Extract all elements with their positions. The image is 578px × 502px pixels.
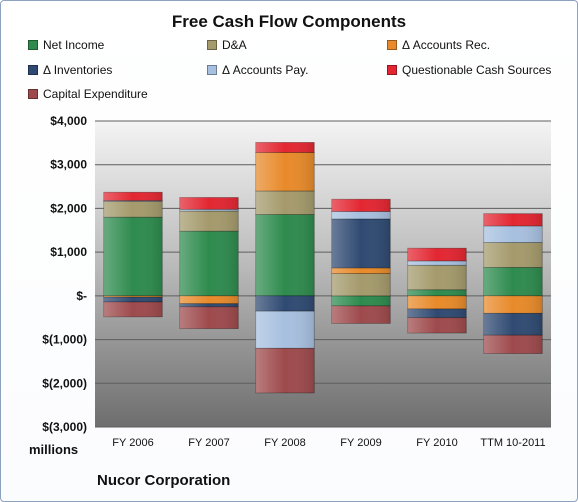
y-tick-label: $- bbox=[76, 289, 87, 303]
bar-shading bbox=[179, 197, 239, 210]
x-tick-label: FY 2007 bbox=[188, 437, 229, 449]
legend-item-da: D&A bbox=[207, 38, 247, 52]
bar-shading bbox=[179, 231, 239, 296]
legend-item-capital-expenditure: Capital Expenditure bbox=[28, 87, 148, 101]
y-tick-label: $1,000 bbox=[50, 245, 87, 259]
bar-shading bbox=[103, 297, 163, 302]
bar-shading bbox=[331, 211, 391, 219]
bar-shading bbox=[255, 152, 315, 191]
legend-label: Δ Accounts Rec. bbox=[402, 38, 491, 52]
bar-shading bbox=[179, 303, 239, 307]
bar-shading bbox=[407, 289, 467, 296]
y-axis-ticks: $(3,000) $(2,000) $(1,000) $- $1,000 $2,000 $3… bbox=[42, 114, 87, 434]
bar-shading bbox=[407, 248, 467, 261]
plot-area bbox=[95, 121, 551, 427]
bar-shading bbox=[255, 190, 315, 215]
bar-shading bbox=[255, 214, 315, 296]
gridlines bbox=[95, 120, 551, 428]
y-tick-label: $3,000 bbox=[50, 158, 87, 172]
x-tick-label: FY 2010 bbox=[416, 437, 457, 449]
legend-item-inventories: Δ Inventories bbox=[28, 63, 112, 77]
bar-shading bbox=[179, 295, 239, 304]
y-tick-label: $(1,000) bbox=[42, 333, 87, 347]
x-tick-label: FY 2009 bbox=[340, 437, 381, 449]
y-tick-label: $(2,000) bbox=[42, 376, 87, 390]
chart-title: Free Cash Flow Components bbox=[171, 12, 407, 31]
bar-shading bbox=[331, 199, 391, 212]
bar-shading bbox=[103, 192, 163, 201]
legend-label: Δ Inventories bbox=[43, 63, 113, 77]
bar-shading bbox=[407, 295, 467, 309]
bar-shading bbox=[483, 242, 543, 268]
legend-swatch bbox=[207, 40, 217, 50]
bar-shading bbox=[103, 217, 163, 296]
bar-shading bbox=[331, 305, 391, 324]
legend-label: Net Income bbox=[43, 38, 105, 52]
y-unit-label: millions bbox=[29, 442, 79, 457]
bar-shading bbox=[483, 335, 543, 354]
bar-shading bbox=[255, 348, 315, 393]
bar-shading bbox=[331, 267, 391, 274]
bar-shading bbox=[179, 306, 239, 329]
bar-shading bbox=[103, 200, 163, 202]
bar-shading bbox=[103, 201, 163, 218]
bar-shading bbox=[255, 142, 315, 153]
legend-label: Capital Expenditure bbox=[43, 87, 148, 101]
legend-label: Δ Accounts Pay. bbox=[222, 63, 309, 77]
bar-shading bbox=[407, 308, 467, 318]
bar-shading bbox=[483, 295, 543, 314]
bar-shading bbox=[331, 218, 391, 268]
company-name: Nucor Corporation bbox=[97, 472, 231, 489]
bar-shading bbox=[331, 295, 391, 306]
bar-shading bbox=[483, 225, 543, 243]
bar-shading bbox=[331, 273, 391, 296]
y-tick-label: $2,000 bbox=[50, 201, 87, 215]
legend-swatch bbox=[28, 89, 38, 99]
legend-item-accounts-pay: Δ Accounts Pay. bbox=[207, 63, 309, 77]
bar-shading bbox=[407, 265, 467, 290]
x-axis-ticks: FY 2006 FY 2007 FY 2008 FY 2009 FY 2010 TTM 1… bbox=[112, 437, 545, 449]
legend-swatch bbox=[387, 65, 397, 75]
bar-shading bbox=[407, 260, 467, 266]
legend-swatch bbox=[387, 40, 397, 50]
bar-shading bbox=[483, 267, 543, 296]
x-tick-label: FY 2008 bbox=[264, 437, 305, 449]
y-tick-label: $4,000 bbox=[50, 114, 87, 128]
legend-swatch bbox=[207, 65, 217, 75]
legend-label: Questionable Cash Sources bbox=[402, 63, 552, 77]
bar-shading bbox=[255, 295, 315, 312]
bar-shading bbox=[103, 301, 163, 317]
bars bbox=[103, 142, 543, 394]
x-tick-label: TTM 10-2011 bbox=[480, 437, 545, 449]
bar-shading bbox=[483, 213, 543, 226]
bar-shading bbox=[483, 313, 543, 336]
legend-item-net-income: Net Income bbox=[28, 38, 104, 52]
legend-item-questionable-cash: Questionable Cash Sources bbox=[387, 63, 551, 77]
x-tick-label: FY 2006 bbox=[112, 437, 153, 449]
bar-shading bbox=[103, 295, 163, 298]
legend-item-accounts-rec: Δ Accounts Rec. bbox=[387, 38, 490, 52]
legend-swatch bbox=[28, 40, 38, 50]
bar-shading bbox=[179, 211, 239, 232]
y-tick-label: $(3,000) bbox=[42, 420, 87, 434]
legend-label: D&A bbox=[222, 38, 247, 52]
bar-shading bbox=[407, 317, 467, 334]
legend-swatch bbox=[28, 65, 38, 75]
bar-shading bbox=[179, 209, 239, 212]
bar-shading bbox=[255, 311, 315, 349]
